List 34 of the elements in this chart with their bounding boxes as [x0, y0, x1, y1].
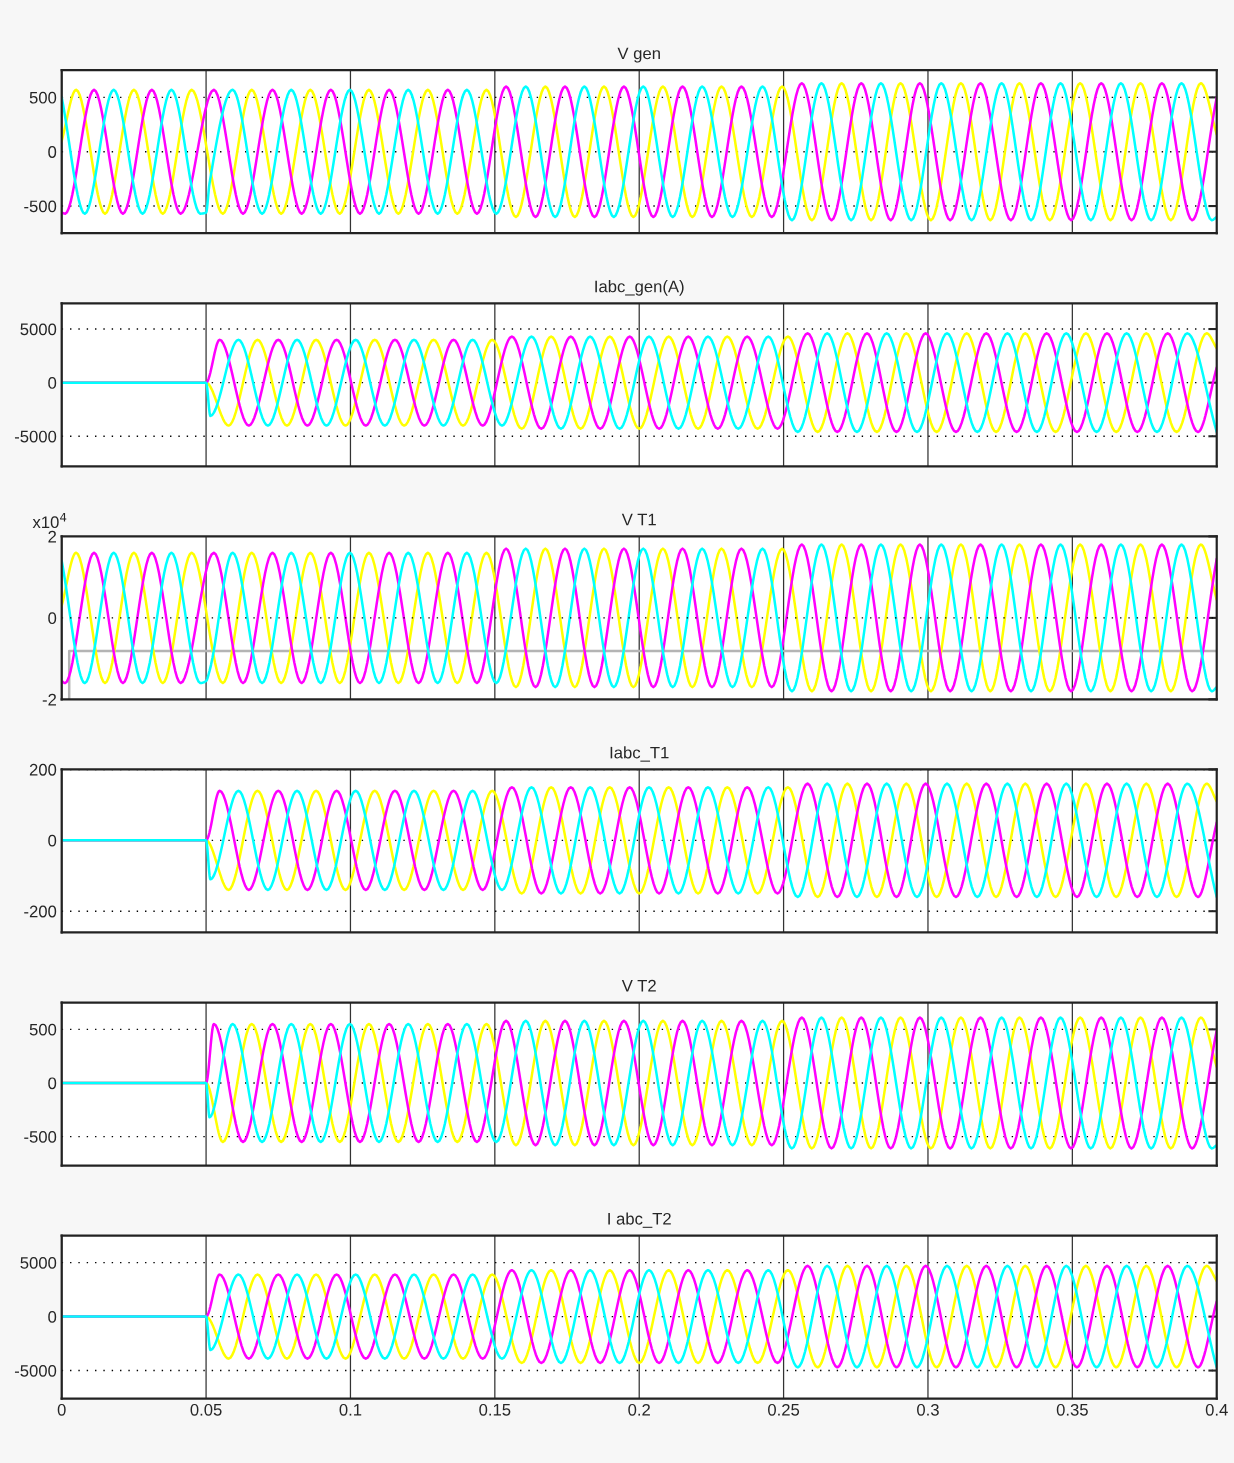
chart-title: V T2 [621, 979, 656, 992]
x-tick-label: 0 [57, 1403, 66, 1416]
x-tick-label: 0.25 [768, 1403, 800, 1416]
x-tick-label: 0.35 [1056, 1403, 1088, 1416]
x-tick-label: 0.15 [479, 1403, 511, 1416]
y-tick-label: -200 [24, 905, 57, 918]
chart-title: Iabc_gen(A) [595, 280, 684, 296]
y-tick-label: 0 [48, 834, 57, 847]
chart-title: V T1 [621, 513, 656, 526]
y-tick-label: 200 [29, 763, 57, 776]
y-tick-label: 0 [48, 146, 57, 158]
chart-title: I abc_T2 [608, 1212, 671, 1228]
y-tick-label: 500 [29, 1023, 57, 1036]
x-tick-label: 0.2 [628, 1403, 650, 1416]
y-tick-label: 0 [48, 612, 57, 625]
y-tick-label: 0 [48, 1310, 57, 1323]
y-tick-label: 2 [48, 530, 56, 543]
x-tick-label: 0.05 [190, 1403, 222, 1416]
x-tick-label: 0.4 [1205, 1403, 1228, 1416]
chart-title: V gen [617, 47, 660, 63]
y-tick-label: 0 [48, 377, 57, 389]
y-tick-label: 5000 [20, 323, 57, 336]
chart-title: Iabc_T1 [610, 746, 669, 762]
y-tick-label: -500 [24, 1130, 57, 1143]
x-tick-label: 0.3 [917, 1403, 939, 1416]
text: x10$^{4}$ [32, 513, 67, 529]
y-tick-label: 500 [29, 91, 57, 104]
y-tick-label: 0 [48, 1077, 57, 1090]
y-tick-label: 5000 [20, 1257, 57, 1269]
y-tick-label: -2 [42, 693, 56, 706]
y-tick-label: -5000 [14, 1364, 57, 1377]
y-tick-label: -500 [24, 200, 57, 213]
x-tick-label: 0.1 [339, 1403, 362, 1416]
y-tick-label: -5000 [14, 430, 57, 443]
